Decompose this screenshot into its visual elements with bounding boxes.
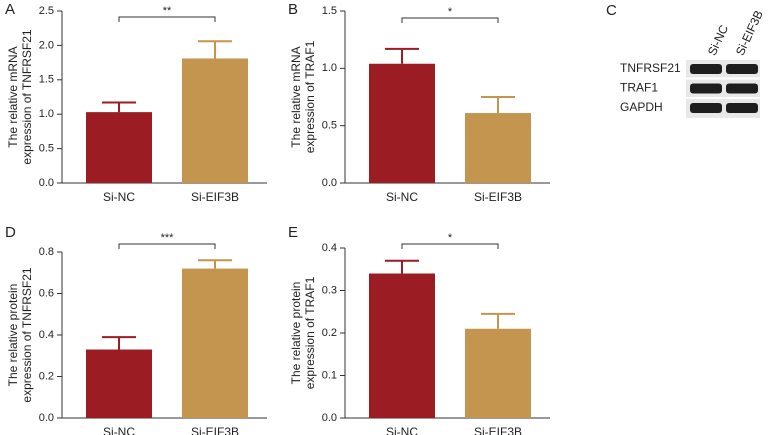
bar [182,58,248,183]
y-tick-label: 2.0 [39,39,54,51]
y-axis-label: The relative mRNA [6,46,20,147]
blot-band [690,103,722,113]
x-tick-label: Si-NC [103,190,135,204]
significance-label: ** [163,5,172,17]
y-tick-label: 0.2 [322,327,337,339]
significance-label: * [448,232,453,244]
bar [182,268,248,418]
y-tick-label: 1.0 [322,62,337,74]
y-tick-label: 0.0 [322,412,337,424]
bar [369,63,435,183]
x-tick-label: Si-EIF3B [191,190,239,204]
panel-letter: E [288,224,298,241]
x-tick-label: Si-NC [386,425,418,435]
y-tick-label: 1.5 [322,5,337,17]
significance-bracket [118,16,216,22]
y-tick-label: 0.4 [39,329,54,341]
panel-letter: A [5,1,15,18]
y-axis-label: The relative mRNA [289,46,303,147]
y-tick-label: 0.1 [322,369,337,381]
y-tick-label: 0.5 [39,143,54,155]
x-tick-label: Si-EIF3B [474,190,522,204]
significance-bracket [401,17,499,23]
panel-letter: C [606,2,617,19]
y-axis-label: expression of TRAF1 [303,40,317,153]
blot-column-label: Si-NC [705,22,731,57]
blot-row-label: TNFRSF21 [620,61,681,75]
y-tick-label: 0.0 [39,177,54,189]
y-axis-label: expression of TRAF1 [303,276,317,389]
y-axis-label: The relative protein [289,282,303,385]
blot-band [726,64,758,74]
blot-band [690,64,722,74]
y-tick-label: 2.5 [39,5,54,17]
bar [369,273,435,418]
y-tick-label: 0.4 [322,242,337,254]
blot-band [726,103,758,113]
y-axis-label: The relative protein [6,284,20,387]
x-tick-label: Si-NC [386,190,418,204]
blot-row-label: GAPDH [620,100,663,114]
bar [86,349,152,418]
bar [465,328,531,418]
significance-label: * [448,6,453,18]
y-tick-label: 0.2 [39,370,54,382]
significance-bracket [401,243,499,249]
y-tick-label: 0.8 [39,246,54,258]
bar [86,112,152,183]
significance-label: *** [161,232,175,244]
y-axis-label: expression of TNFRSF21 [20,267,34,402]
y-tick-label: 0.6 [39,287,54,299]
y-tick-label: 0.3 [322,284,337,296]
y-tick-label: 0.0 [39,412,54,424]
y-tick-label: 1.0 [39,108,54,120]
x-tick-label: Si-EIF3B [474,425,522,435]
x-tick-label: Si-NC [103,425,135,435]
blot-band [690,83,722,94]
x-tick-label: Si-EIF3B [191,425,239,435]
y-tick-label: 0.0 [322,177,337,189]
blot-column-label: Si-EIF3B [733,8,766,57]
blot-band [726,83,758,94]
blot-row-label: TRAF1 [620,81,658,95]
panel-letter: D [5,224,16,241]
y-tick-label: 0.5 [322,120,337,132]
bar [465,113,531,183]
y-tick-label: 1.5 [39,74,54,86]
panel-letter: B [288,1,298,18]
y-axis-label: expression of TNFRSF21 [20,29,34,164]
significance-bracket [118,243,216,249]
